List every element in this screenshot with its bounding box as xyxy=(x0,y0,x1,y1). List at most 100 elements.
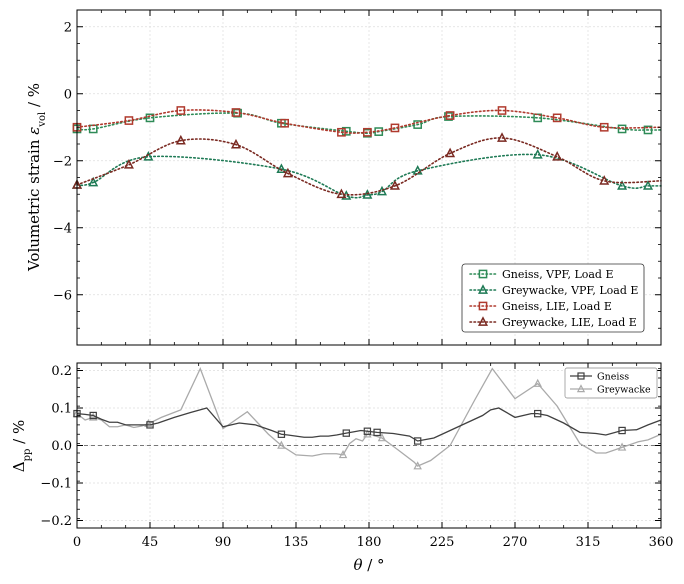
top-series-marker xyxy=(276,163,287,173)
top-series-marker xyxy=(282,167,293,178)
top-series-marker xyxy=(145,113,155,123)
top-series-marker xyxy=(617,180,628,190)
top-series-line xyxy=(76,112,662,135)
top-series-marker xyxy=(617,124,627,134)
top-ytick-label: −6 xyxy=(53,288,72,303)
bottom-series-marker xyxy=(413,437,422,445)
bottom-series-marker xyxy=(363,427,372,435)
bottom-xtick-label: 90 xyxy=(215,535,232,550)
top-series-marker xyxy=(389,180,400,190)
bottom-xtick-label: 360 xyxy=(649,535,674,550)
top-legend-entry: Greywacke, LIE, Load E xyxy=(469,316,637,329)
bottom-series-marker xyxy=(277,430,286,438)
bottom-series-gneiss xyxy=(73,407,662,445)
top-ytick-label: 2 xyxy=(64,20,72,35)
top-legend-entry: Greywacke, VPF, Load E xyxy=(469,284,638,297)
bottom-legend-entry: Gneiss xyxy=(570,371,629,382)
top-series-marker xyxy=(497,132,508,142)
top-ytick-label: −2 xyxy=(53,154,72,169)
top-series-marker xyxy=(532,148,543,159)
top-legend-frame xyxy=(461,263,645,333)
bottom-xtick-label: 270 xyxy=(503,535,528,550)
top-series-marker xyxy=(88,176,99,187)
bottom-y-axis-title: Δpp / % xyxy=(10,420,33,473)
bottom-legend-entry: Greywacke xyxy=(570,384,651,395)
top-series-marker xyxy=(337,127,346,137)
top-legend-label: Gneiss, VPF, Load E xyxy=(502,268,614,281)
bottom-series-marker xyxy=(618,426,626,435)
top-series-marker xyxy=(175,134,186,145)
bottom-series-marker xyxy=(533,378,542,387)
top-grid xyxy=(76,10,662,345)
bottom-ytick-label: 0.0 xyxy=(51,439,72,454)
top-series-marker xyxy=(390,123,400,133)
bottom-series-marker xyxy=(377,433,387,442)
top-series-marker xyxy=(445,147,456,158)
top-y-axis-title: Volumetric strain εvol / % xyxy=(25,83,48,272)
bottom-ytick-label: −0.1 xyxy=(40,477,72,492)
top-legend-label: Gneiss, LIE, Load E xyxy=(502,300,612,313)
top-series-marker xyxy=(497,106,507,115)
top-legend-marker xyxy=(477,284,489,294)
top-panel: 2 0 −2 −4 −6 Volumetric strain εvol / % Gnei… xyxy=(25,9,662,346)
top-series-marker xyxy=(143,150,154,161)
top-ticks: 2 0 −2 −4 −6 xyxy=(53,9,662,346)
bottom-xtick-label: 180 xyxy=(357,535,382,550)
top-series-group xyxy=(71,106,662,200)
top-ytick-label: 0 xyxy=(64,87,72,102)
bottom-ytick-label: 0.1 xyxy=(51,402,72,417)
top-series-4 xyxy=(71,132,662,199)
top-series-marker xyxy=(176,106,186,115)
top-series-marker xyxy=(533,113,543,123)
bottom-series-marker xyxy=(534,409,542,418)
bottom-legend-marker xyxy=(577,372,585,380)
bottom-series-line xyxy=(76,407,662,442)
bottom-panel: 0.2 0.1 0.0 −0.1 −0.20 45 90 135 180 225 270 315 360… xyxy=(10,362,673,574)
top-series-marker xyxy=(123,159,134,169)
bottom-series-group xyxy=(72,366,662,470)
bottom-ytick-label: −0.2 xyxy=(40,514,72,529)
bottom-xtick-label: 45 xyxy=(142,535,159,550)
bottom-series-marker xyxy=(617,442,627,451)
bottom-series-marker xyxy=(146,421,154,429)
bottom-series-marker xyxy=(373,428,381,437)
top-series-marker xyxy=(231,108,241,117)
top-ytick-label: −4 xyxy=(53,221,72,236)
top-series-line xyxy=(76,109,662,134)
bottom-xtick-label: 0 xyxy=(73,535,81,550)
bottom-legend-label: Gneiss xyxy=(597,371,629,382)
top-series-marker xyxy=(363,127,372,137)
top-series-2 xyxy=(71,148,662,200)
top-series-marker xyxy=(413,120,423,129)
top-series-marker xyxy=(552,113,562,123)
bottom-ticks: 0.2 0.1 0.0 −0.1 −0.20 45 90 135 180 225 270 315 360 xyxy=(40,363,673,550)
x-axis-title: θ / ° xyxy=(353,556,384,574)
top-series-marker xyxy=(362,189,373,199)
bottom-series-marker xyxy=(342,429,350,437)
bottom-series-line xyxy=(76,366,662,467)
bottom-xtick-label: 315 xyxy=(576,535,601,550)
top-series-marker xyxy=(280,118,289,128)
top-legend-label: Greywacke, LIE, Load E xyxy=(502,316,637,329)
top-series-marker xyxy=(124,116,134,125)
top-legend-marker xyxy=(478,301,488,311)
bottom-grid xyxy=(76,363,662,528)
top-series-marker xyxy=(643,125,653,135)
top-series-marker xyxy=(341,126,351,136)
top-legend-marker xyxy=(478,269,488,279)
top-series-marker xyxy=(412,165,423,175)
bottom-xtick-label: 225 xyxy=(430,535,455,550)
top-legend-marker xyxy=(477,316,489,326)
bottom-series-marker xyxy=(413,461,422,470)
bottom-series-marker xyxy=(277,440,286,449)
top-series-marker xyxy=(230,138,241,149)
bottom-legend-label: Greywacke xyxy=(597,384,651,395)
top-series-marker xyxy=(336,188,347,199)
bottom-series-marker xyxy=(338,450,348,459)
bottom-series-marker xyxy=(89,411,97,420)
top-series-marker xyxy=(599,122,609,132)
bottom-ytick-label: 0.2 xyxy=(51,364,72,379)
top-series-marker xyxy=(599,175,610,185)
top-legend: Gneiss, VPF, Load E Greywacke, VPF, Load … xyxy=(461,263,645,333)
